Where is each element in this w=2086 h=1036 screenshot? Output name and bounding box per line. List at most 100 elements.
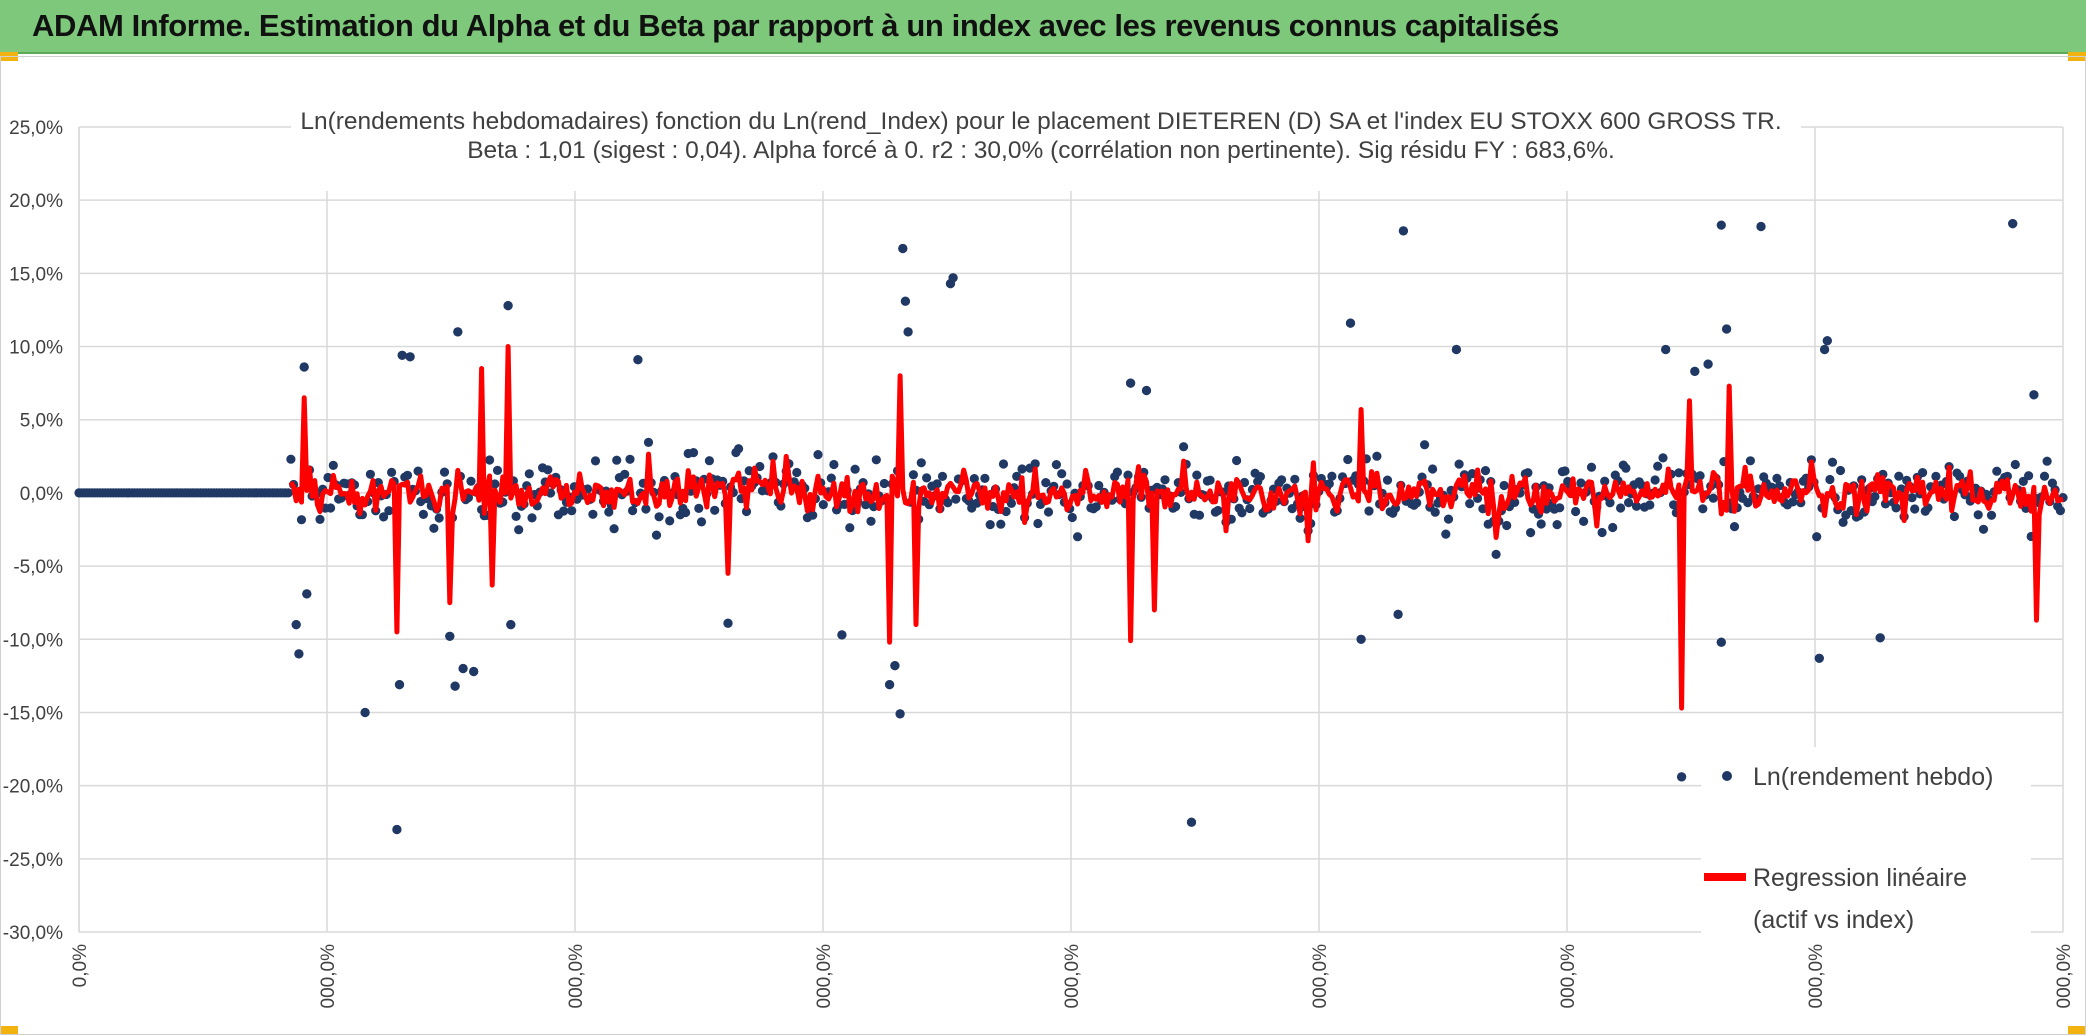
scatter-point [1772, 473, 1782, 483]
scatter-point [1094, 480, 1104, 491]
scatter-point [1205, 475, 1215, 485]
scatter-point [1194, 510, 1205, 520]
y-tick-label: -20,0% [3, 777, 63, 798]
legend-label-scatter: Ln(rendement hebdo) [1753, 763, 1993, 791]
report-title: ADAM Informe. Estimation du Alpha et du … [32, 8, 1559, 43]
scatter-point [1586, 462, 1597, 472]
scatter-point [2002, 471, 2012, 481]
scatter-point [1878, 469, 1888, 479]
scatter-point [943, 498, 953, 508]
scatter-point [1658, 453, 1668, 463]
scatter-point [439, 467, 450, 477]
scatter-point [1126, 378, 1136, 388]
scatter-point [1112, 467, 1122, 477]
scatter-point [1232, 455, 1242, 466]
y-tick-label: 25,0% [9, 118, 63, 139]
scatter-point [405, 352, 415, 362]
scatter-point [768, 452, 778, 462]
scatter-point [628, 506, 638, 516]
scatter-point [384, 506, 394, 516]
scatter-point [387, 467, 397, 477]
scatter-point [1695, 471, 1705, 481]
scatter-point [1017, 464, 1027, 474]
scatter-point [527, 513, 537, 523]
y-tick-label: 15,0% [9, 264, 63, 285]
scatter-point [394, 680, 405, 690]
scatter-point [1536, 519, 1546, 529]
scatter-point [1420, 440, 1430, 450]
scatter-point [503, 301, 513, 311]
scatter-point [1552, 520, 1562, 530]
scatter-point [1237, 508, 1247, 518]
scatter-point [1560, 466, 1570, 476]
scatter-point [291, 620, 301, 630]
chart-title-line-1: Ln(rendements hebdomadaires) fonction du… [300, 108, 1781, 135]
scatter-point [1001, 506, 1011, 517]
scatter-point [869, 502, 879, 512]
scatter-point [898, 243, 908, 254]
scatter-point [1186, 817, 1197, 827]
scatter-point [1277, 475, 1287, 485]
scatter-point [1073, 532, 1083, 542]
scatter-point [418, 509, 428, 519]
scatter-point [694, 503, 704, 513]
scatter-point [1870, 491, 1880, 502]
scatter-point [651, 530, 662, 540]
y-axis-labels: 25,0% 20,0% 15,0% 10,0% 5,0% 0,0% -5,0% -10,0% -… [3, 118, 63, 944]
scatter-point [1382, 475, 1393, 485]
scatter-point [511, 511, 521, 521]
scatter-point [1356, 634, 1366, 644]
scatter-point [1669, 500, 1679, 510]
scatter-point [1600, 476, 1610, 486]
scatter-point [1006, 498, 1017, 508]
scatter-point [299, 362, 309, 372]
scatter-point [1949, 511, 1959, 522]
scatter-point [755, 461, 765, 472]
scatter-point [543, 465, 553, 475]
scatter-point [609, 524, 619, 534]
x-tick-label: 000,0% [1558, 944, 1579, 1009]
scatter-point [1910, 504, 1920, 514]
scatter-point [932, 479, 942, 489]
scatter-point [1179, 442, 1189, 452]
scatter-point [818, 500, 828, 510]
scatter-point [1192, 470, 1202, 480]
scatter-point [360, 707, 370, 718]
scatter-point [922, 473, 932, 483]
scatter-point [1621, 463, 1631, 473]
scatter-point [1160, 475, 1170, 485]
scatter-point [681, 507, 691, 518]
scatter-point [1653, 461, 1663, 471]
scatter-point [1812, 532, 1822, 542]
scatter-point [792, 467, 802, 478]
legend-label-regression-sub: (actif vs index) [1753, 906, 1914, 934]
scatter-point [397, 350, 407, 360]
scatter-point [302, 589, 312, 599]
scatter-point [1703, 359, 1713, 369]
scatter-point [326, 503, 336, 513]
scatter-point [590, 456, 601, 466]
scatter-point [850, 464, 860, 474]
scatter-point [1698, 504, 1708, 514]
scatter-point [1820, 344, 1830, 355]
y-tick-label: 10,0% [9, 338, 63, 359]
scatter-point [1465, 499, 1475, 509]
x-tick-label: 0,0% [70, 944, 91, 987]
scatter-point [951, 494, 961, 504]
scatter-point [1835, 465, 1846, 476]
scatter-point [1499, 480, 1509, 491]
scatter-point [2055, 506, 2065, 516]
scatter-point [1012, 471, 1022, 481]
chart-title-line-2: Beta : 1,01 (sigest : 0,04). Alpha forcé… [467, 137, 1615, 164]
scatter-point [2039, 471, 2050, 481]
x-axis-labels: 0,0% 000,0% 000,0% 000,0% 000,0% 000,0% 000,0%… [70, 944, 2075, 1009]
scatter-point [1390, 503, 1401, 513]
title-background [291, 91, 1801, 191]
scatter-point [588, 509, 598, 519]
scatter-point [1624, 498, 1634, 508]
scatter-point [665, 516, 675, 526]
scatter-point [654, 512, 664, 522]
scatter-point [286, 454, 296, 464]
scatter-point [985, 520, 995, 530]
scatter-point [1708, 493, 1718, 503]
